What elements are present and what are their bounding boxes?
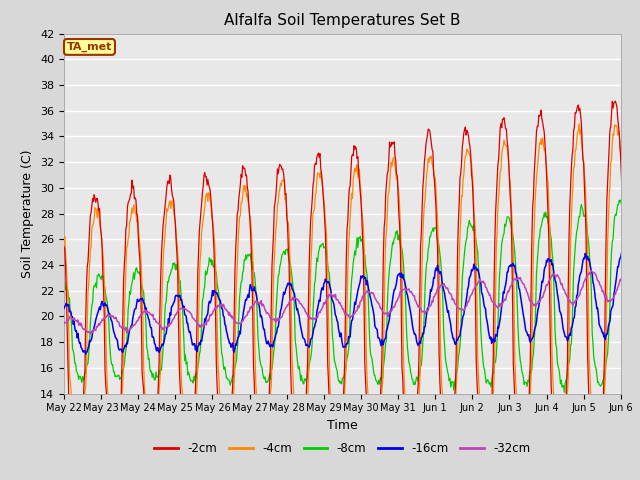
Legend: -2cm, -4cm, -8cm, -16cm, -32cm: -2cm, -4cm, -8cm, -16cm, -32cm [150, 437, 535, 460]
Text: TA_met: TA_met [67, 42, 112, 52]
Y-axis label: Soil Temperature (C): Soil Temperature (C) [22, 149, 35, 278]
Title: Alfalfa Soil Temperatures Set B: Alfalfa Soil Temperatures Set B [224, 13, 461, 28]
X-axis label: Time: Time [327, 419, 358, 432]
